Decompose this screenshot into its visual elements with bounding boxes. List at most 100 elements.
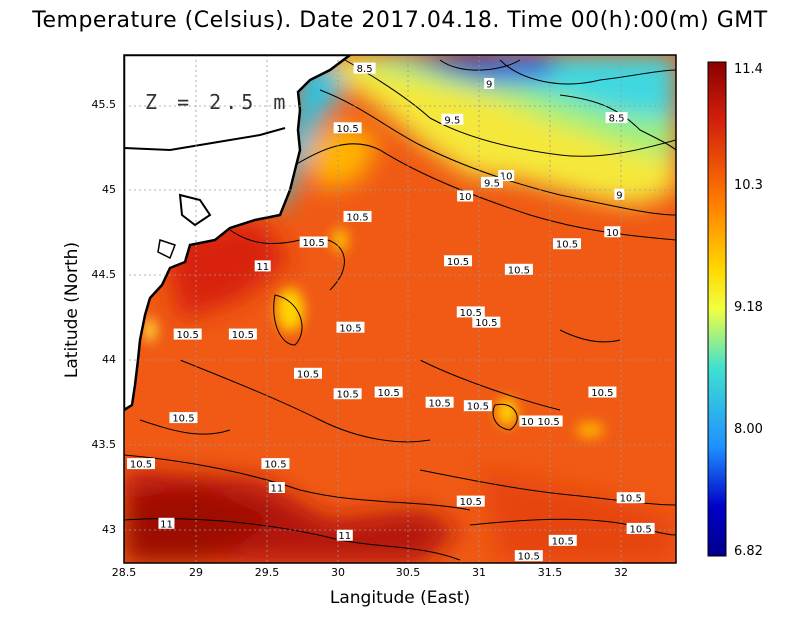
contour-label: 11	[336, 529, 353, 542]
svg-text:9.5: 9.5	[484, 178, 500, 189]
map-title: Temperature (Celsius). Date 2017.04.18. …	[32, 8, 768, 33]
colorbar-tick-label: 8.00	[734, 422, 763, 437]
contour-label: 10	[457, 190, 474, 203]
x-tick-label: 29	[189, 566, 203, 579]
svg-text:11: 11	[160, 519, 173, 530]
svg-text:8.5: 8.5	[357, 64, 373, 75]
colorbar	[707, 61, 727, 557]
contour-label: 9	[484, 77, 495, 90]
svg-text:11: 11	[256, 262, 269, 273]
colorbar-tick-label: 11.4	[734, 62, 763, 77]
svg-text:10.5: 10.5	[339, 323, 361, 334]
contour-label: 10	[498, 170, 515, 183]
x-tick-label: 31	[472, 566, 486, 579]
svg-text:10.5: 10.5	[378, 388, 400, 399]
svg-text:11: 11	[270, 483, 283, 494]
contour-label: 10.5	[456, 306, 485, 319]
colorbar-tick-label: 6.82	[734, 544, 763, 559]
svg-text:10.5: 10.5	[508, 265, 530, 276]
svg-text:9.5: 9.5	[444, 115, 460, 126]
contour-label: 10.5	[534, 415, 563, 428]
contour-label: 10.5	[514, 550, 543, 563]
contour-label: 10.5	[444, 255, 473, 268]
svg-text:10.5: 10.5	[620, 494, 642, 505]
contour-label: 11	[158, 517, 175, 530]
y-tick-label: 45.5	[91, 98, 117, 111]
svg-text:11: 11	[338, 531, 351, 542]
x-tick-label: 32	[614, 566, 628, 579]
x-tick-label: 30	[331, 566, 345, 579]
contour-label: 10	[604, 226, 621, 239]
svg-text:10.5: 10.5	[264, 460, 286, 471]
svg-text:9: 9	[486, 79, 492, 90]
y-tick-label: 45	[102, 183, 116, 196]
svg-text:10.5: 10.5	[232, 330, 254, 341]
x-axis-label: Langitude (East)	[329, 588, 471, 608]
y-tick-label: 44	[102, 353, 116, 366]
contour-label: 10.5	[294, 367, 322, 380]
svg-text:10: 10	[459, 192, 472, 203]
y-axis-label: Latitude (North)	[62, 241, 82, 379]
svg-text:10: 10	[500, 172, 513, 183]
svg-text:10.5: 10.5	[447, 257, 469, 268]
svg-text:10.5: 10.5	[537, 417, 559, 428]
x-tick-label: 28.5	[111, 566, 137, 579]
svg-text:10.5: 10.5	[629, 524, 651, 535]
contour-label: 10	[519, 415, 536, 428]
contour-label: 10.5	[228, 328, 257, 341]
contour-label: 9	[614, 188, 625, 201]
svg-text:10.5: 10.5	[518, 552, 540, 563]
contour-label: 10.5	[425, 396, 454, 409]
svg-text:10: 10	[606, 228, 619, 239]
x-tick-label: 29.5	[254, 566, 280, 579]
colorbar-tick-label: 10.3	[734, 178, 763, 193]
svg-text:10.5: 10.5	[130, 460, 152, 471]
contour-label: 11	[268, 481, 285, 494]
colorbar-tick-label: 9.18	[734, 300, 763, 315]
svg-text:10.5: 10.5	[297, 369, 319, 380]
contour-label: 10.5	[333, 122, 362, 135]
contour-label: 10.5	[472, 316, 501, 329]
plot-frame	[123, 54, 677, 564]
contour-label: 10.5	[343, 210, 372, 223]
svg-text:10.5: 10.5	[475, 318, 497, 329]
svg-text:10.5: 10.5	[591, 388, 613, 399]
contour-label: 10.5	[374, 386, 403, 399]
contour-label: 10.5	[504, 263, 533, 276]
contour-label: 10.5	[126, 458, 155, 471]
svg-text:10.5: 10.5	[346, 212, 368, 223]
contour-label: 10.5	[336, 321, 365, 334]
land-mass	[124, 55, 353, 412]
y-tick-label: 43	[102, 523, 116, 536]
svg-text:10.5: 10.5	[336, 390, 358, 401]
svg-text:10.5: 10.5	[552, 536, 574, 547]
y-tick-label: 44.5	[91, 268, 117, 281]
contour-label: 10.5	[588, 386, 617, 399]
contour-label: 9.5	[481, 176, 503, 189]
svg-text:10.5: 10.5	[428, 398, 450, 409]
contour-label: 10.5	[553, 238, 582, 251]
contour-label: 10.5	[463, 400, 492, 413]
svg-text:10.5: 10.5	[556, 240, 578, 251]
contour-label: 9.5	[441, 113, 464, 126]
svg-text:10.5: 10.5	[303, 238, 325, 249]
svg-text:8.5: 8.5	[609, 114, 625, 125]
contour-label: 8.5	[605, 112, 628, 125]
contour-label: 10.5	[626, 522, 655, 535]
svg-text:10.5: 10.5	[336, 124, 358, 135]
x-tick-label: 31.5	[537, 566, 563, 579]
y-tick-label: 43.5	[91, 438, 117, 451]
contour-label: 10.5	[616, 492, 645, 505]
contour-label: 10.5	[548, 534, 577, 547]
svg-text:10.5: 10.5	[460, 497, 482, 508]
svg-text:10.5: 10.5	[467, 402, 489, 413]
svg-text:10.5: 10.5	[172, 414, 194, 425]
contour-label: 10.5	[333, 388, 362, 401]
contour-label: 10.5	[173, 328, 202, 341]
svg-text:10.5: 10.5	[177, 330, 199, 341]
contour-label: 10.5	[169, 412, 198, 425]
x-tick-label: 30.5	[395, 566, 421, 579]
